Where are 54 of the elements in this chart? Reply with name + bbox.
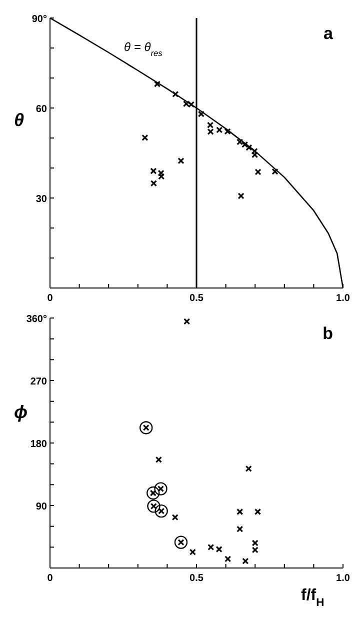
point [184,318,190,325]
y-tick-label: 270 [30,376,48,388]
y-tick-label: 30 [36,194,48,205]
point [207,128,214,135]
point [146,486,160,500]
point [172,514,178,521]
point [198,110,204,118]
y-tick-label: 90 [36,502,48,512]
x-tick-label: 0 [47,573,54,584]
point [155,456,162,463]
point [238,192,244,200]
point [242,558,249,564]
x-tick-label: 0.5 [190,573,204,584]
annotation: a [324,24,333,44]
point [178,158,184,164]
point [172,90,179,98]
point [140,421,153,434]
point [254,508,262,516]
point [224,556,232,562]
x-axis-title: f/f$_{H}$ [301,587,324,609]
point [142,134,148,141]
y-tick-label: 90° [32,14,47,25]
x-tick-label: 1.0 [336,573,350,584]
point [174,536,188,549]
point [236,526,244,532]
point [154,504,168,518]
point [252,546,258,554]
y-tick-label: 360° [26,314,47,325]
point [147,500,160,513]
point [158,173,165,180]
annotation: b [322,324,333,344]
point [251,148,258,154]
point [154,482,168,496]
point [150,180,158,187]
y-axis-title: ϕ [14,402,28,422]
point [189,548,196,556]
y-tick-label: 60 [36,104,48,115]
point [154,80,161,88]
point [245,465,252,472]
point [216,546,222,553]
point [236,508,244,516]
point [252,152,258,158]
x-tick-label: 0.5 [190,293,204,304]
y-tick-label: 180 [30,439,48,450]
y-axis-title: θ [14,110,24,130]
point [272,168,278,175]
point [246,144,252,151]
point [252,540,258,546]
annotation: θ = θ$_{res}$ [124,40,164,58]
x-tick-label: 1.0 [336,293,350,304]
point [254,168,262,176]
point [208,544,214,550]
point [206,122,214,128]
x-tick-label: 0 [47,293,54,304]
